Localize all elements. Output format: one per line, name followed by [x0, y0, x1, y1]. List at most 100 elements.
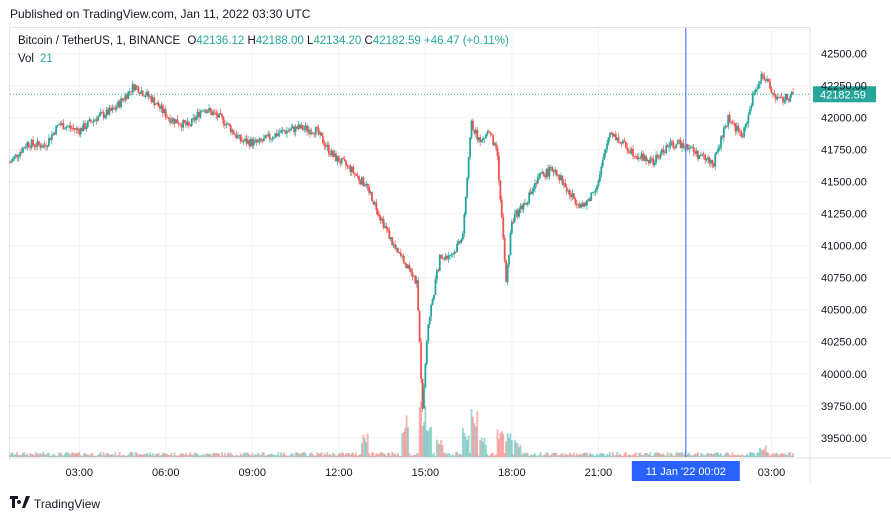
volume-bar	[681, 452, 683, 457]
candle-body	[584, 202, 587, 206]
candle-body	[734, 123, 737, 132]
volume-bar	[322, 455, 324, 457]
last-price-label: 42182.59	[820, 89, 866, 101]
candle-body	[617, 137, 620, 142]
volume-bar	[10, 452, 13, 457]
candle-body	[684, 146, 686, 148]
volume-bar	[557, 455, 559, 457]
candle-body	[27, 142, 30, 147]
volume-bar	[671, 453, 673, 457]
candle-body	[459, 241, 461, 243]
volume-bar	[222, 455, 225, 457]
volume-bar	[668, 455, 671, 457]
volume-bar	[757, 452, 760, 457]
candle-body	[756, 89, 758, 90]
chart-overlay: 42182.59 11 Jan '22 00:02	[10, 28, 876, 481]
volume-bar	[769, 455, 771, 457]
candle-body	[728, 114, 731, 122]
volume-bar	[53, 454, 56, 457]
candle-body	[748, 109, 751, 115]
volume-bar	[81, 455, 84, 457]
chart-pane[interactable]	[9, 27, 810, 460]
candle-body	[316, 126, 319, 129]
volume-bar	[84, 453, 86, 457]
volume-bar	[368, 453, 371, 457]
volume-bar	[74, 453, 76, 457]
volume-bar	[561, 452, 564, 457]
candle-body	[513, 214, 516, 222]
volume-bar	[137, 454, 140, 457]
volume-bar	[606, 454, 608, 457]
volume-bar	[398, 455, 401, 457]
volume-bar	[66, 452, 69, 457]
candle-body	[499, 180, 502, 200]
candle-body	[36, 140, 39, 147]
volume-bar	[744, 455, 747, 457]
volume-bar	[45, 454, 47, 457]
volume-bar	[699, 453, 702, 457]
candle-body	[410, 268, 412, 273]
time-tick-label: 12:00	[325, 467, 353, 479]
volume-bar	[134, 452, 137, 457]
candle-body	[343, 159, 346, 161]
volume-bar	[487, 455, 490, 457]
volume-bar	[264, 455, 267, 457]
candle-body	[169, 118, 171, 123]
candle-body	[193, 117, 196, 121]
volume-bar	[748, 452, 751, 457]
volume-bar	[516, 443, 519, 457]
candle-body	[104, 115, 107, 118]
volume-bar	[120, 455, 122, 457]
volume-bar	[14, 454, 17, 457]
candle-body	[411, 272, 414, 277]
candle-body	[467, 156, 470, 179]
candle-body	[789, 95, 792, 102]
candle-body	[164, 109, 167, 118]
volume-bar	[107, 453, 109, 457]
volume-bar	[789, 452, 792, 457]
candle-body	[408, 265, 411, 269]
candle-body	[385, 226, 388, 229]
candle-body	[679, 140, 682, 148]
candle-body	[493, 143, 496, 146]
candle-body	[666, 145, 669, 148]
candle-body	[610, 132, 613, 134]
candle-body	[290, 128, 293, 131]
candle-body	[437, 270, 440, 271]
volume-bar	[17, 455, 20, 457]
candle-body	[461, 233, 464, 240]
candle-body	[476, 129, 479, 140]
candle-body	[575, 203, 578, 206]
volume-bar	[483, 437, 486, 457]
candle-body	[317, 128, 320, 135]
candle-body	[506, 264, 509, 283]
volume-bar	[91, 453, 94, 457]
volume-bar	[492, 452, 495, 457]
candle-body	[373, 202, 376, 205]
volume-bar	[643, 453, 646, 457]
tradingview-brand[interactable]: TradingView	[10, 496, 100, 511]
volume-bar	[236, 455, 239, 457]
volume-bar	[792, 453, 795, 457]
time-tick-label: 06:00	[152, 467, 180, 479]
candle-body	[773, 93, 776, 96]
candle-body	[231, 129, 234, 133]
candle-body	[183, 120, 186, 123]
candle-body	[712, 164, 715, 167]
candle-body	[578, 204, 581, 208]
volume-bar	[141, 454, 144, 457]
candle-body	[208, 108, 210, 112]
volume-bar	[111, 453, 114, 457]
candle-body	[558, 175, 561, 181]
volume-bar	[528, 455, 531, 457]
candle-body	[623, 140, 626, 142]
candle-body	[23, 147, 26, 149]
candle-body	[619, 141, 621, 143]
candle-body	[254, 139, 257, 141]
candle-body	[9, 162, 11, 164]
volume-bar	[19, 454, 21, 457]
volume-bar	[718, 454, 721, 457]
candle-body	[434, 279, 437, 295]
volume-bar	[521, 454, 523, 457]
